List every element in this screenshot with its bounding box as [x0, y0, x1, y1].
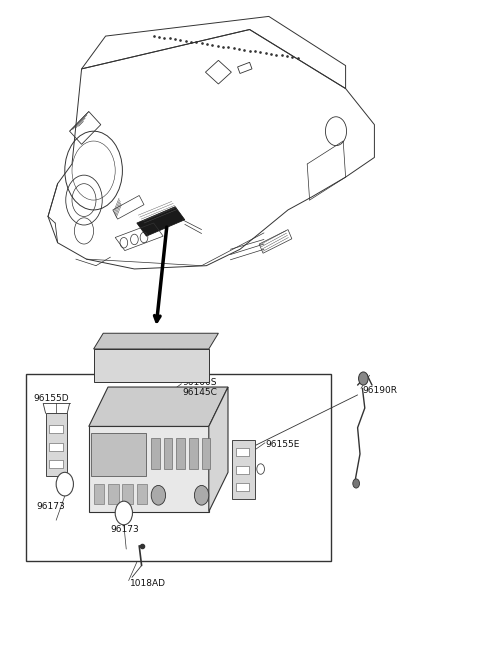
Bar: [236, 448, 249, 456]
Polygon shape: [89, 387, 228, 426]
Circle shape: [353, 479, 360, 488]
Polygon shape: [137, 207, 185, 236]
Polygon shape: [89, 426, 209, 512]
Text: 96100S: 96100S: [182, 378, 217, 387]
Text: 96145C: 96145C: [182, 388, 217, 397]
Bar: [108, 484, 119, 504]
Polygon shape: [209, 387, 228, 512]
Circle shape: [359, 372, 368, 385]
Polygon shape: [94, 333, 218, 349]
Polygon shape: [94, 349, 209, 382]
Bar: [49, 443, 63, 451]
Bar: [46, 413, 67, 476]
Bar: [122, 484, 133, 504]
Bar: [236, 483, 249, 491]
Bar: [236, 466, 249, 474]
Bar: [26, 374, 331, 561]
Bar: [189, 438, 198, 469]
Bar: [94, 484, 104, 504]
Text: 96173: 96173: [36, 502, 65, 511]
Text: 96173: 96173: [110, 525, 139, 534]
Bar: [232, 440, 255, 499]
Text: 96155E: 96155E: [265, 440, 300, 449]
Circle shape: [56, 472, 73, 496]
Bar: [49, 425, 63, 433]
Bar: [177, 438, 185, 469]
Bar: [202, 438, 210, 469]
Bar: [151, 438, 160, 469]
Text: 96140W: 96140W: [142, 348, 182, 358]
Bar: [49, 460, 63, 468]
Text: 96155D: 96155D: [34, 394, 69, 403]
Bar: [91, 433, 146, 476]
Circle shape: [115, 501, 132, 525]
Text: 96140W: 96140W: [147, 348, 189, 358]
Text: 1018AD: 1018AD: [130, 579, 166, 588]
Text: 96190R: 96190R: [362, 386, 397, 395]
Bar: [137, 484, 147, 504]
Bar: [164, 438, 172, 469]
Circle shape: [151, 485, 166, 505]
Circle shape: [194, 485, 209, 505]
